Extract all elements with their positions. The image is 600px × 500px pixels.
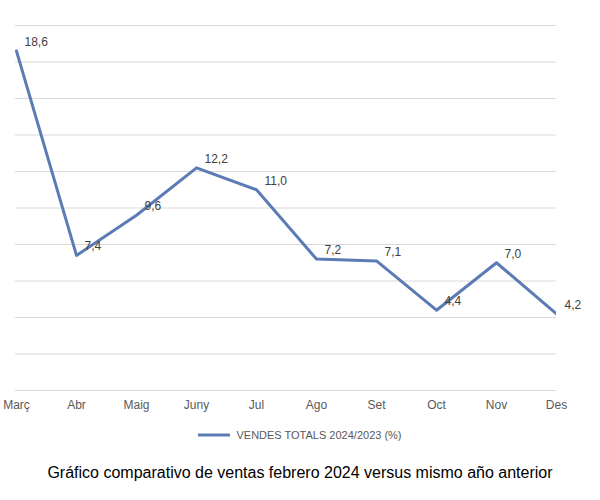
html-text:Gráfico comparativo de ventas: Gráfico comparativo de ventas febrero 20… (47, 464, 553, 481)
svg-text:Oct: Oct (427, 398, 446, 412)
svg-text:11,0: 11,0 (265, 174, 288, 188)
svg-text:9,6: 9,6 (145, 199, 162, 213)
svg-text:Set: Set (367, 398, 386, 412)
html-text:VENDES TOTALS 2024/2023 (%): VENDES TOTALS 2024/2023 (%) (236, 429, 402, 441)
svg-text:Des: Des (546, 398, 567, 412)
svg-text:Jul: Jul (249, 398, 264, 412)
svg-text:12,2: 12,2 (205, 152, 229, 166)
svg-text:Juny: Juny (184, 398, 209, 412)
svg-text:Nov: Nov (486, 398, 507, 412)
svg-text:Ago: Ago (306, 398, 328, 412)
svg-text:Abr: Abr (67, 398, 86, 412)
svg-text:7,4: 7,4 (85, 239, 102, 253)
svg-text:7,0: 7,0 (505, 247, 522, 261)
svg-text:4,4: 4,4 (445, 294, 462, 308)
svg-text:Març: Març (3, 398, 30, 412)
svg-text:18,6: 18,6 (25, 35, 49, 49)
svg-text:7,1: 7,1 (385, 245, 402, 259)
svg-text:Maig: Maig (123, 398, 149, 412)
svg-text:7,2: 7,2 (325, 243, 342, 257)
svg-text:4,2: 4,2 (565, 298, 582, 312)
